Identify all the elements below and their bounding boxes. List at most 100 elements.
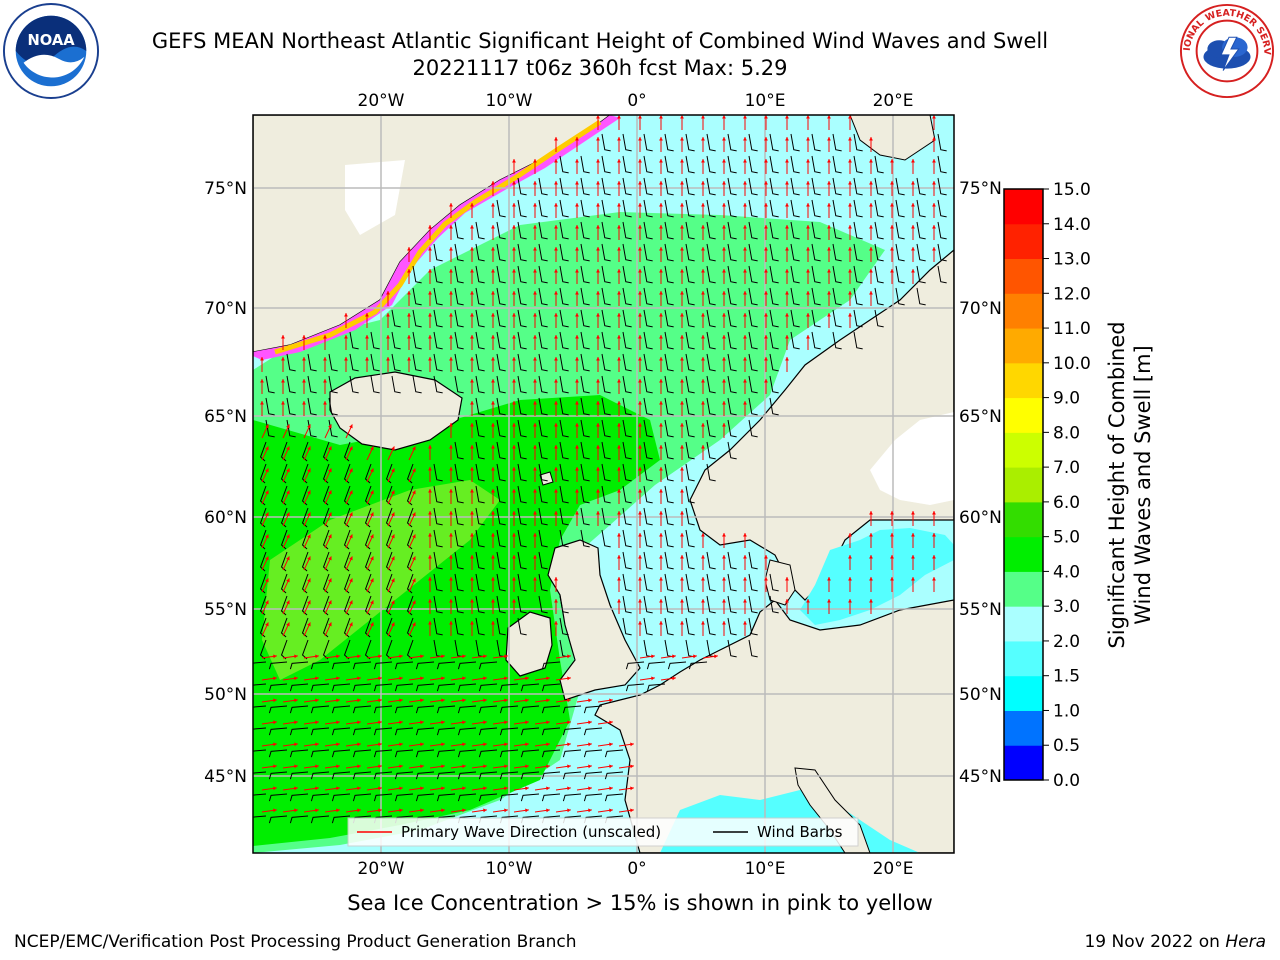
colorbar-tick-label: 7.0 xyxy=(1053,458,1080,478)
wave-arrowhead xyxy=(659,115,663,119)
wave-arrowhead xyxy=(449,467,453,471)
wind-barb xyxy=(328,375,338,394)
wind-barb xyxy=(478,705,498,714)
wind-barb xyxy=(265,375,275,394)
wind-barb xyxy=(364,463,372,484)
wave-arrowhead xyxy=(420,720,424,725)
wave-arrowhead xyxy=(764,577,768,581)
wave-arrowhead xyxy=(890,247,894,251)
wave-arrowhead xyxy=(470,621,474,625)
wave-arrowhead xyxy=(680,335,684,339)
wave-arrowhead xyxy=(265,622,269,627)
wind-barb xyxy=(385,595,393,616)
wind-barb xyxy=(706,617,716,636)
wind-barb xyxy=(604,749,624,758)
wind-barb xyxy=(706,199,716,218)
wind-barb xyxy=(790,265,800,284)
wind-barb xyxy=(748,551,758,570)
wind-barb xyxy=(475,221,485,240)
wave-arrowhead xyxy=(420,764,424,769)
wave-arrowhead xyxy=(307,512,311,517)
wind-barb xyxy=(538,397,548,416)
wave-arrowhead xyxy=(491,445,495,449)
wind-barb xyxy=(622,375,632,394)
wind-barb xyxy=(454,309,464,328)
wave-arrowhead xyxy=(827,203,831,207)
wave-arrowhead xyxy=(462,720,466,725)
wave-arrowhead xyxy=(638,555,642,559)
wave-arrowhead xyxy=(428,489,432,493)
wave-arrowhead xyxy=(743,335,747,339)
wave-arrowhead xyxy=(827,159,831,163)
lat-label: 45°N xyxy=(959,767,1002,787)
wave-arrowhead xyxy=(596,247,600,251)
wind-barb xyxy=(364,485,372,506)
wave-arrowhead xyxy=(315,676,319,681)
wind-barb xyxy=(310,705,330,714)
wave-arrowhead xyxy=(420,808,424,813)
nws-logo: NATIONAL WEATHER SERVICE xyxy=(1176,2,1275,99)
wave-arrowhead xyxy=(512,379,516,383)
wind-barb xyxy=(562,749,582,758)
wave-arrowhead xyxy=(533,401,537,405)
wave-arrowhead xyxy=(315,698,319,703)
wind-barb xyxy=(496,397,506,416)
wave-arrowhead xyxy=(764,115,768,119)
wave-arrowhead xyxy=(265,534,269,539)
wave-arrowhead xyxy=(680,181,684,185)
wave-arrowhead xyxy=(265,578,269,583)
wave-arrowhead xyxy=(265,512,269,517)
wind-barb xyxy=(874,265,884,284)
wave-arrowhead xyxy=(328,600,332,605)
wind-barb xyxy=(364,507,372,528)
wind-barb xyxy=(685,287,695,306)
wind-barb xyxy=(643,419,653,438)
wind-barb xyxy=(457,705,477,714)
wind-barb xyxy=(496,199,506,218)
wind-barb xyxy=(622,529,632,548)
wind-barb xyxy=(541,727,561,736)
wave-arrowhead xyxy=(932,115,936,119)
lon-label: 10°W xyxy=(486,91,533,111)
wind-barb xyxy=(580,353,590,372)
wave-arrowhead xyxy=(349,512,353,517)
greenland-interior-ice xyxy=(345,160,405,235)
wind-barb xyxy=(895,265,905,284)
wind-barb xyxy=(406,573,414,594)
wave-arrowhead xyxy=(533,533,537,537)
wave-arrowhead xyxy=(848,247,852,251)
wind-barb xyxy=(790,243,800,262)
wind-barb xyxy=(685,463,695,482)
lon-labels-bottom: 20°W 10°W 0° 10°E 20°E xyxy=(358,859,914,879)
wind-barb xyxy=(811,331,821,350)
wind-barb xyxy=(727,375,737,394)
wind-barb xyxy=(253,705,267,708)
wind-barb xyxy=(685,397,695,416)
wave-arrowhead xyxy=(307,556,311,561)
wind-barb xyxy=(811,177,821,196)
wave-arrowhead xyxy=(701,269,705,273)
wave-arrowhead xyxy=(504,786,508,791)
wave-arrowhead xyxy=(680,313,684,317)
wind-barb xyxy=(811,287,821,306)
wave-arrowhead xyxy=(265,446,269,451)
wind-barb xyxy=(769,265,779,284)
wind-barb xyxy=(601,397,611,416)
wave-arrowhead xyxy=(286,534,290,539)
wave-arrowhead xyxy=(701,401,705,405)
wind-barb xyxy=(727,199,737,218)
wave-arrowhead xyxy=(785,313,789,317)
wind-barb xyxy=(406,507,414,528)
wind-barb xyxy=(664,529,674,548)
wind-barb xyxy=(916,199,926,218)
wind-barb xyxy=(685,331,695,350)
wind-barb xyxy=(685,265,695,284)
wave-arrowhead xyxy=(323,335,327,339)
wave-arrowhead xyxy=(869,555,873,559)
wave-arrowhead xyxy=(932,181,936,185)
wave-arrowhead xyxy=(462,742,466,747)
wind-barb xyxy=(601,221,611,240)
wind-barb xyxy=(478,749,498,758)
wind-barb xyxy=(310,727,330,736)
colorbar-tick-label: 5.0 xyxy=(1053,528,1080,548)
